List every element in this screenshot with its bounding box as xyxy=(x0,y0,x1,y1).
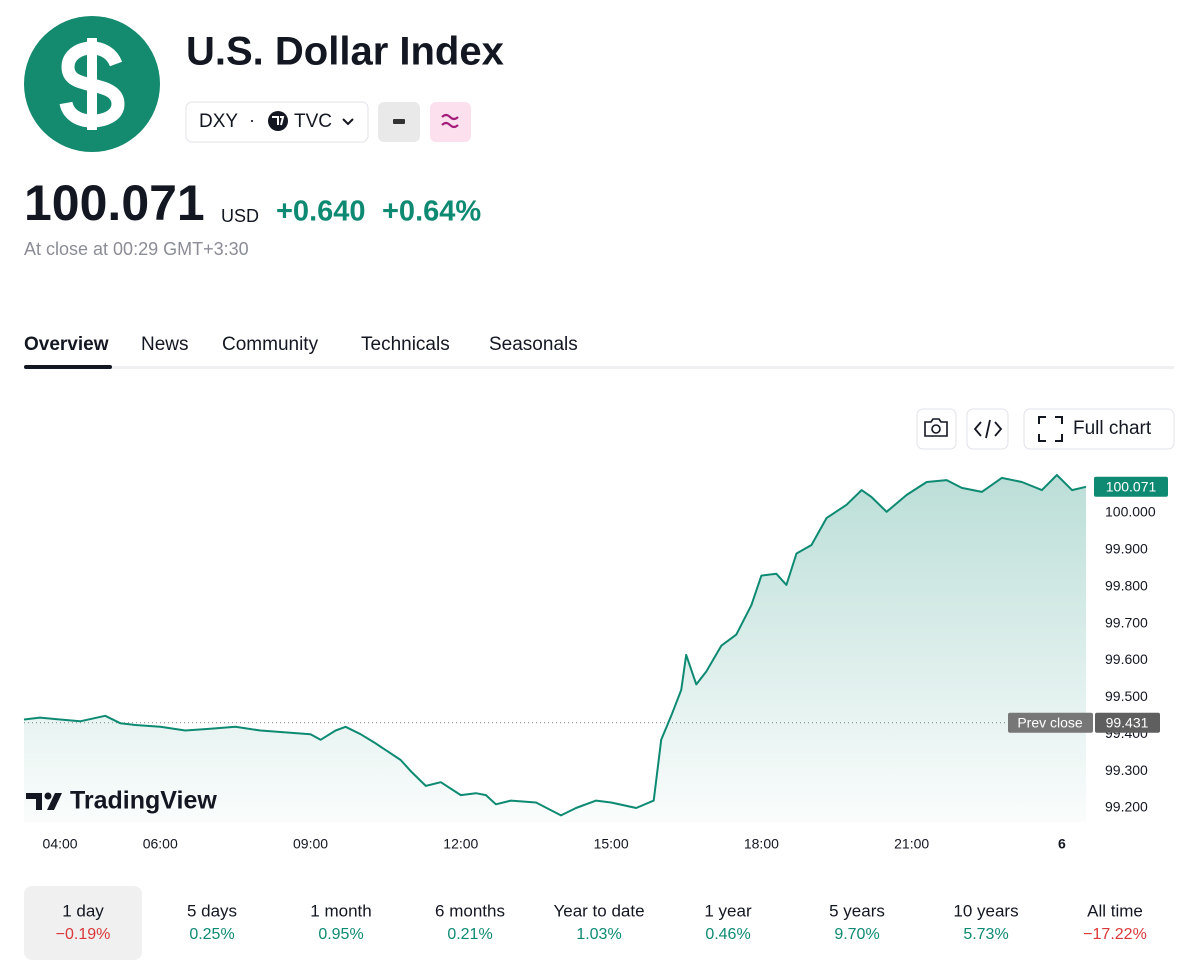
chevron xyxy=(342,118,354,126)
period-change: 5.73% xyxy=(963,926,1008,943)
x-tick-label: 15:00 xyxy=(594,836,629,852)
period-label[interactable]: 1 day xyxy=(62,901,104,920)
last-price-tag xyxy=(1094,476,1168,497)
period-change: 0.46% xyxy=(705,926,750,943)
periods: 1 day −0.19% 5 days 0.25% 1 month 0.95% 6 mont… xyxy=(56,901,1147,943)
prev-close-label: Prev close xyxy=(1017,714,1083,730)
tab[interactable]: Technicals xyxy=(361,334,450,355)
period-change: 0.95% xyxy=(318,926,363,943)
title: U.S. Dollar Index xyxy=(186,30,504,74)
period-change: 0.21% xyxy=(447,926,492,943)
x-tick-label: 18:00 xyxy=(744,836,779,852)
tab-underline xyxy=(24,365,112,369)
price-line xyxy=(23,474,1087,817)
y-tick-label: 99.300 xyxy=(1105,762,1148,778)
watermark-logo xyxy=(26,792,62,810)
y-tick-label: 99.900 xyxy=(1105,541,1148,557)
period-label[interactable]: 5 days xyxy=(187,901,237,920)
y-tick-label: 99.800 xyxy=(1105,577,1148,593)
fullscreen-icon xyxy=(1038,416,1063,442)
period-label[interactable]: 6 months xyxy=(435,901,505,920)
full-chart-label: Full chart xyxy=(1073,418,1152,439)
prev-close-tag xyxy=(1008,712,1093,733)
y-tick-label: 99.700 xyxy=(1105,614,1148,630)
prev-close-value-tag xyxy=(1095,712,1160,733)
price: 100.071 xyxy=(24,175,205,231)
period-label[interactable]: 1 year xyxy=(704,901,752,920)
change: +0.640 xyxy=(276,196,366,228)
prev-close-value: 99.431 xyxy=(1106,714,1149,730)
tab[interactable]: News xyxy=(141,334,189,355)
x-tick-label: 21:00 xyxy=(894,836,929,852)
approx-button[interactable] xyxy=(430,102,471,142)
period-change: 0.25% xyxy=(189,926,234,943)
watermark: TradingView xyxy=(70,787,217,815)
exchange: TVC xyxy=(294,111,332,132)
currency: USD xyxy=(221,206,259,226)
status: At close at 00:29 GMT+3:30 xyxy=(24,239,249,259)
y-tick-label: 99.600 xyxy=(1105,651,1148,667)
chart: 99.20099.30099.40099.50099.60099.70099.8… xyxy=(23,474,1168,852)
approx-icon xyxy=(441,113,459,129)
period-label[interactable]: All time xyxy=(1087,901,1143,920)
last-price-label: 100.071 xyxy=(1106,478,1157,494)
period-change: 1.03% xyxy=(576,926,621,943)
separator: · xyxy=(249,110,255,130)
period-change: −17.22% xyxy=(1083,926,1147,943)
period-change: 9.70% xyxy=(834,926,879,943)
x-tick-label: 09:00 xyxy=(293,836,328,852)
tab[interactable]: Community xyxy=(222,334,319,355)
x-tick-label: 06:00 xyxy=(143,836,178,852)
period-label[interactable]: 1 month xyxy=(310,901,371,920)
tab[interactable]: Overview xyxy=(24,334,109,355)
camera-lens xyxy=(931,424,941,434)
change-percent: +0.64% xyxy=(382,196,481,228)
flag-icon xyxy=(393,119,405,124)
x-tick-label: 6 xyxy=(1058,836,1066,852)
period-change: −0.19% xyxy=(56,926,111,943)
x-tick-label: 04:00 xyxy=(43,836,78,852)
x-tick-label: 12:00 xyxy=(443,836,478,852)
period-label[interactable]: Year to date xyxy=(553,901,644,920)
tab-rule xyxy=(24,366,1174,369)
y-tick-label: 99.500 xyxy=(1105,688,1148,704)
period-label[interactable]: 10 years xyxy=(953,901,1018,920)
area xyxy=(24,475,1086,822)
code-icon xyxy=(973,419,1003,439)
tab[interactable]: Seasonals xyxy=(489,334,578,355)
selected-period xyxy=(24,886,142,960)
snapshot-button[interactable] xyxy=(916,408,957,450)
exchange-logo-mark xyxy=(272,116,285,126)
symbol-icon xyxy=(24,16,160,152)
period-label[interactable]: 5 years xyxy=(829,901,885,920)
camera-icon xyxy=(924,418,948,437)
symbol: DXY xyxy=(199,111,238,132)
tabs: Overview News Community Technicals Seasonals xyxy=(24,334,578,355)
y-tick-label: 100.000 xyxy=(1105,504,1156,520)
y-tick-label: 99.200 xyxy=(1105,799,1148,815)
